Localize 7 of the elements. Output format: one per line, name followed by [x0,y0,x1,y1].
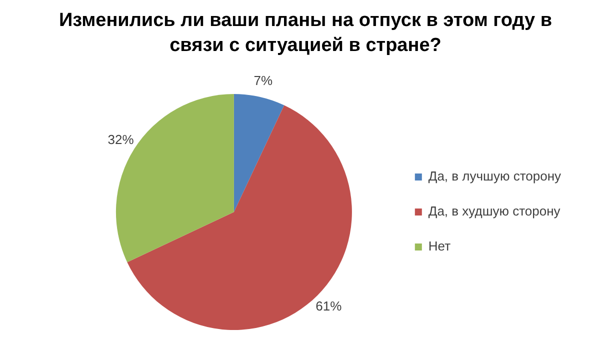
chart-title: Изменились ли ваши планы на отпуск в этом году в связи с ситуацией в стране? [58,9,554,58]
legend-label: Да, в худшую сторону [428,204,561,219]
data-label: 32% [108,132,134,147]
data-label: 7% [254,72,274,88]
legend-label: Да, в лучшую сторону [428,168,562,184]
legend-label: Нет [428,238,451,254]
data-label: 61% [316,298,342,314]
